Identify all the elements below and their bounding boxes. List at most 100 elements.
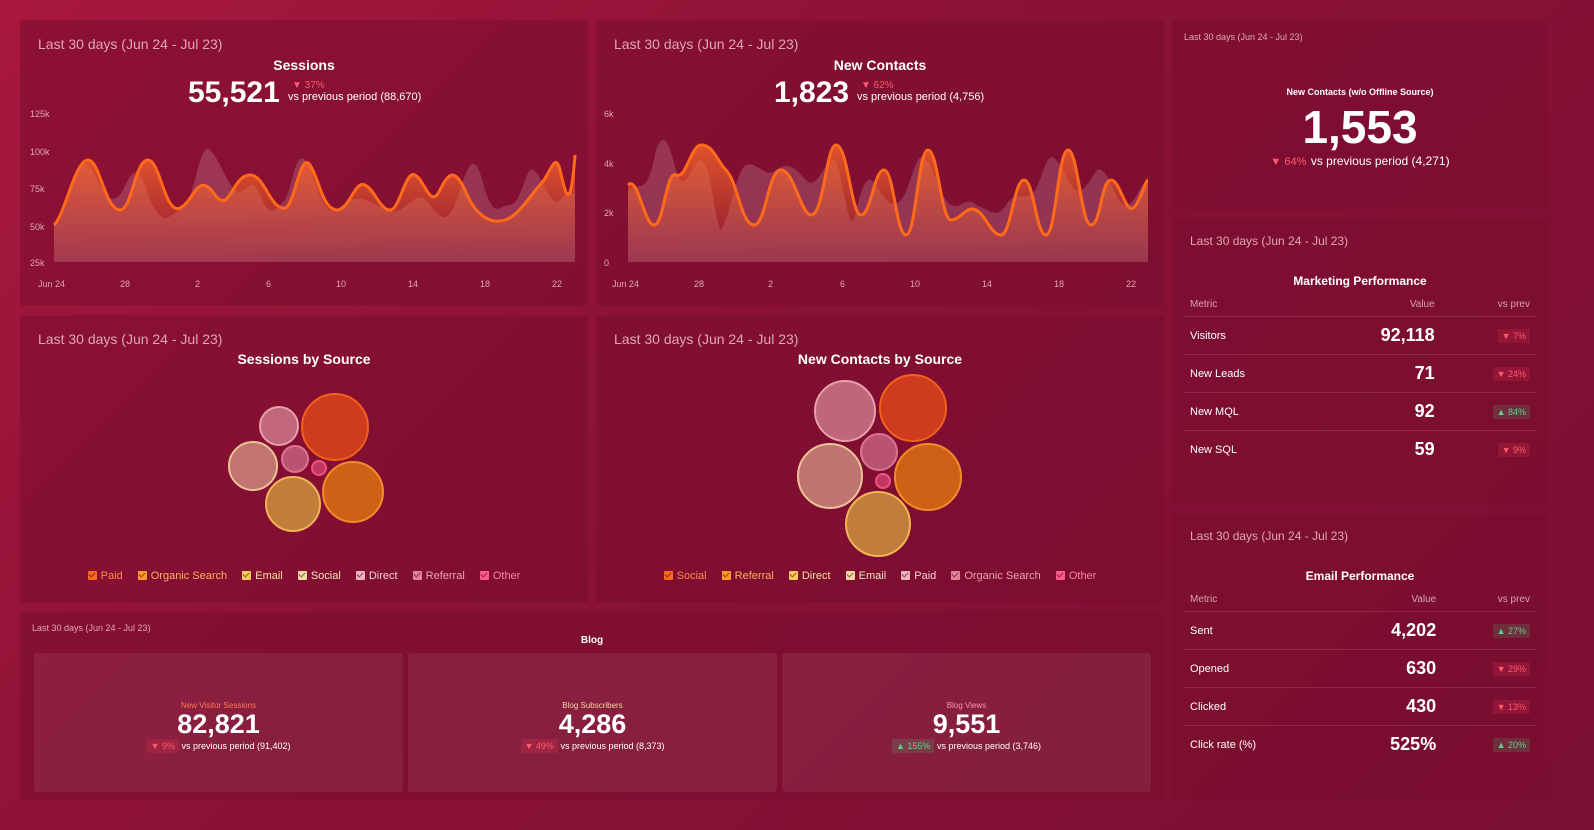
metric-value: 71 <box>1313 354 1441 393</box>
new-contacts-area-chart[interactable]: 6k 4k 2k 0 Jun 24 28 2 6 10 14 18 22 <box>596 20 1164 306</box>
legend-item[interactable]: Email <box>242 570 283 582</box>
checkbox-icon <box>901 571 911 580</box>
kpi-value: 1,823 <box>774 76 850 109</box>
change-badge: ▲ 155% <box>891 739 935 753</box>
x-tick: 22 <box>1126 279 1136 289</box>
blog-card[interactable]: Last 30 days (Jun 24 - Jul 23) Blog New … <box>20 611 1164 800</box>
bubble-direct <box>845 491 911 557</box>
kpi-label: New Visitor Sessions <box>181 701 256 710</box>
kpi-label: Blog Views <box>946 701 987 710</box>
legend-item[interactable]: Other <box>1055 570 1096 582</box>
marketing-table: Metric Value vs prev Visitors 92,118 ▼ 7… <box>1184 292 1536 468</box>
change-badge: ▼ 49% <box>520 739 558 753</box>
email-performance-card[interactable]: Last 30 days (Jun 24 - Jul 23) Email Per… <box>1172 513 1548 800</box>
bubble-direct <box>259 406 299 446</box>
table-row[interactable]: New SQL 59 ▼ 9% <box>1184 430 1536 468</box>
table-header: Metric Value vs prev <box>1190 593 1530 605</box>
kpi-compare: ▼ 64% vs previous period (4,271) <box>1172 152 1548 170</box>
legend-item[interactable]: Referral <box>412 570 465 582</box>
x-tick: 2 <box>195 279 200 289</box>
legend-item[interactable]: Organic Search <box>137 570 227 582</box>
kpi-label: Blog Subscribers <box>562 701 623 710</box>
contacts-by-source-card[interactable]: Last 30 days (Jun 24 - Jul 23) New Conta… <box>596 315 1164 603</box>
kpi-value: 82,821 <box>177 709 260 739</box>
metric-value: 59 <box>1313 430 1441 468</box>
legend-item[interactable]: Organic Search <box>951 570 1041 582</box>
y-tick: 100k <box>30 147 50 157</box>
new-contacts-card[interactable]: Last 30 days (Jun 24 - Jul 23) New Conta… <box>596 20 1164 306</box>
legend-item[interactable]: Other <box>479 570 520 582</box>
period-label: Last 30 days (Jun 24 - Jul 23) <box>1184 32 1303 42</box>
y-tick: 75k <box>30 184 45 194</box>
legend-item[interactable]: Social <box>663 570 707 582</box>
bubble-referral <box>894 443 962 511</box>
card-title: New Contacts <box>833 57 927 73</box>
blog-kpi-new-visitor-sessions[interactable]: New Visitor Sessions 82,821 ▼ 9% vs prev… <box>34 653 403 792</box>
x-tick: 18 <box>1054 279 1064 289</box>
change-indicator: ▼ 37% <box>292 80 325 91</box>
checkbox-icon <box>412 571 422 580</box>
sessions-bubble-chart[interactable] <box>20 315 588 603</box>
table-row[interactable]: Visitors 92,118 ▼ 7% <box>1184 316 1536 355</box>
table-row[interactable]: New Leads 71 ▼ 24% <box>1184 354 1536 393</box>
kpi-compare: ▼ 37% vs previous period (88,670) <box>288 80 421 103</box>
metric-value: 92,118 <box>1313 316 1441 355</box>
table-row[interactable]: New MQL 92 ▲ 84% <box>1184 392 1536 431</box>
legend-item[interactable]: Email <box>845 570 886 582</box>
compare-text: vs previous period (91,402) <box>181 741 291 751</box>
table-row[interactable]: Opened 630 ▼ 29% <box>1184 649 1536 688</box>
legend-item[interactable]: Referral <box>721 570 774 582</box>
table-row[interactable]: Sent 4,202 ▲ 27% <box>1184 611 1536 650</box>
sessions-by-source-card[interactable]: Last 30 days (Jun 24 - Jul 23) Sessions … <box>20 315 588 603</box>
legend-item[interactable]: Paid <box>901 570 936 582</box>
checkbox-icon <box>87 571 97 580</box>
period-label: Last 30 days (Jun 24 - Jul 23) <box>614 36 799 52</box>
change-badge: ▼ 9% <box>146 739 179 753</box>
sessions-card[interactable]: Last 30 days (Jun 24 - Jul 23) Sessions … <box>20 20 588 306</box>
blog-kpi-blog-subscribers[interactable]: Blog Subscribers 4,286 ▼ 49% vs previous… <box>408 653 777 792</box>
checkbox-icon <box>479 571 489 580</box>
card-title: Email Performance <box>1305 569 1415 583</box>
table-row[interactable]: Clicked 430 ▼ 13% <box>1184 687 1536 726</box>
change-badge: ▼ 7% <box>1497 328 1530 343</box>
checkbox-icon <box>951 571 961 580</box>
bubble-organic-search <box>322 461 384 523</box>
y-tick: 0 <box>604 258 609 268</box>
new-contacts-offline-card[interactable]: Last 30 days (Jun 24 - Jul 23) New Conta… <box>1172 20 1548 210</box>
period-label: Last 30 days (Jun 24 - Jul 23) <box>38 36 223 52</box>
blog-kpi-blog-views[interactable]: Blog Views 9,551 ▲ 155% vs previous peri… <box>782 653 1151 792</box>
sessions-area-chart[interactable]: 125k 100k 75k 50k 25k Jun 24 28 2 6 10 1… <box>20 20 588 306</box>
compare-text: vs previous period (88,670) <box>288 91 422 103</box>
checkbox-icon <box>137 571 147 580</box>
legend-item[interactable]: Social <box>297 570 341 582</box>
bubble-social <box>228 441 278 491</box>
x-tick: Jun 24 <box>38 279 65 289</box>
bubble-email <box>797 443 863 509</box>
y-tick: 4k <box>604 159 614 169</box>
metric-name: New SQL <box>1184 430 1314 468</box>
bubble-other <box>311 460 327 476</box>
change-badge: ▼ 9% <box>1497 442 1530 457</box>
current-period-area <box>628 145 1148 262</box>
metric-name: Clicked <box>1184 687 1333 726</box>
metric-name: Visitors <box>1184 316 1314 355</box>
bubble-paid <box>814 380 876 442</box>
bubble-email <box>265 476 321 532</box>
marketing-performance-card[interactable]: Last 30 days (Jun 24 - Jul 23) Marketing… <box>1172 218 1548 504</box>
legend: Paid Organic Search Email Social Direct … <box>20 570 588 582</box>
checkbox-icon <box>721 571 731 580</box>
bubble-referral <box>281 445 309 473</box>
checkbox-icon <box>663 571 673 580</box>
table-row[interactable]: Click rate (%) 525% ▲ 20% <box>1184 725 1536 763</box>
compare-text: vs previous period (8,373) <box>560 741 665 751</box>
period-label: Last 30 days (Jun 24 - Jul 23) <box>38 331 223 347</box>
bubble-other <box>875 473 891 489</box>
x-tick: Jun 24 <box>612 279 639 289</box>
contacts-bubble-chart[interactable] <box>596 315 1164 603</box>
legend-item[interactable]: Direct <box>355 570 398 582</box>
kpi-compare: ▼ 62% vs previous period (4,756) <box>857 80 984 103</box>
legend-item[interactable]: Direct <box>788 570 831 582</box>
legend-item[interactable]: Paid <box>87 570 123 582</box>
period-label: Last 30 days (Jun 24 - Jul 23) <box>1190 529 1349 543</box>
kpi: 1,823 <box>774 76 849 110</box>
